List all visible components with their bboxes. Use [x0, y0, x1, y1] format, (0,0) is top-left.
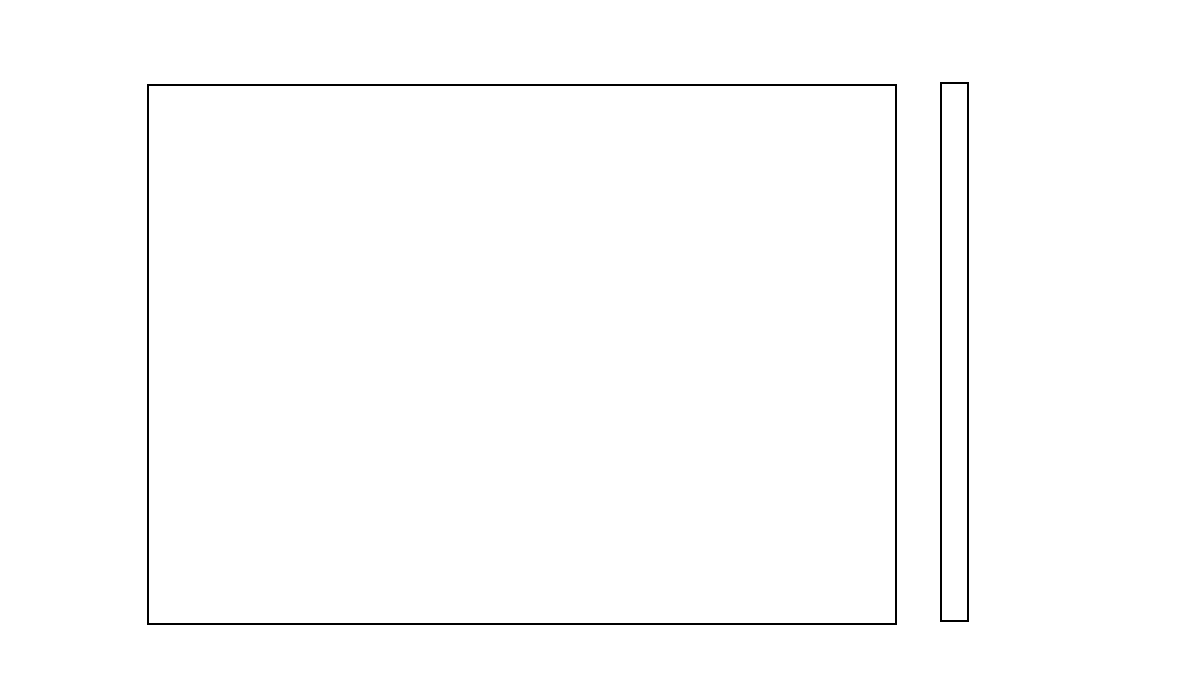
density-heatmap-canvas — [147, 84, 897, 625]
colorbar-canvas — [940, 82, 969, 622]
